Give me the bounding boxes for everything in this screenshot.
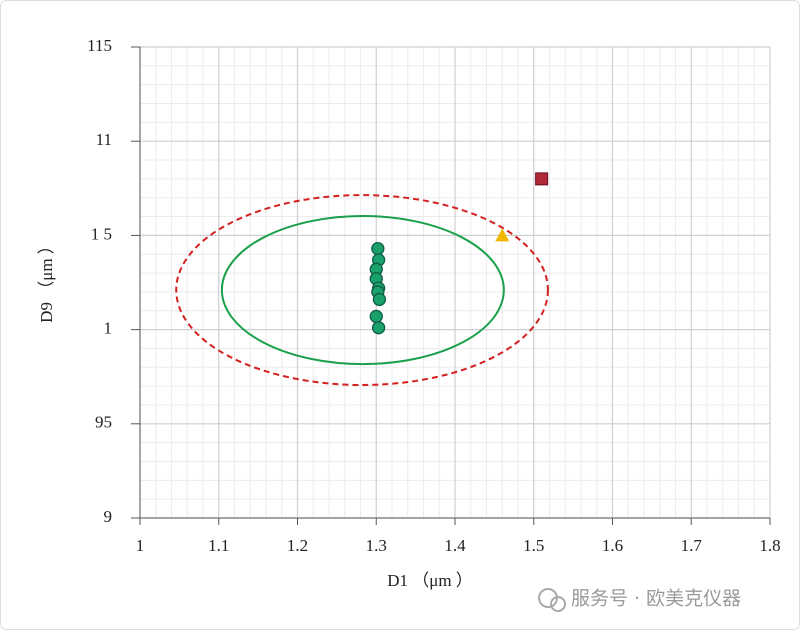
point [369, 309, 383, 324]
y-tick-label: 9 [104, 507, 113, 526]
x-tick-label: 1.3 [366, 536, 387, 555]
plot [175, 172, 549, 386]
x-axis-label: D1 （μm ） [387, 571, 473, 590]
watermark: 服务号 · 欧美克仪器 [571, 588, 741, 610]
x-tick-label: 1.5 [523, 536, 544, 555]
y-tick-label: 1 [104, 319, 113, 338]
x-tick-label: 1.1 [208, 536, 229, 555]
x-tick-label: 1.6 [602, 536, 623, 555]
point [495, 228, 510, 242]
x-tick-label: 1 [136, 536, 145, 555]
y-axis-label: D9 （μm ） [37, 237, 56, 323]
watermark-icon [538, 588, 566, 612]
x-tick-label: 1.2 [287, 536, 308, 555]
grid: 1 1.1 1.2 1.3 1.4 1.5 1.6 1.7 1.8 9 95 1 1 5 11 115 [87, 36, 781, 555]
y-tick-label: 95 [95, 413, 112, 432]
point [371, 321, 386, 335]
x-tick-label: 1.4 [444, 536, 466, 555]
x-tick-label: 1.7 [681, 536, 703, 555]
x-tick-label: 1.8 [759, 536, 780, 555]
point [371, 241, 385, 256]
y-tick-label: 115 [87, 36, 112, 55]
point [372, 292, 387, 307]
point [535, 172, 549, 186]
y-tick-label: 1 5 [91, 224, 112, 243]
y-tick-label: 11 [96, 130, 112, 149]
ellipse [220, 214, 505, 366]
ellipse [175, 194, 549, 386]
